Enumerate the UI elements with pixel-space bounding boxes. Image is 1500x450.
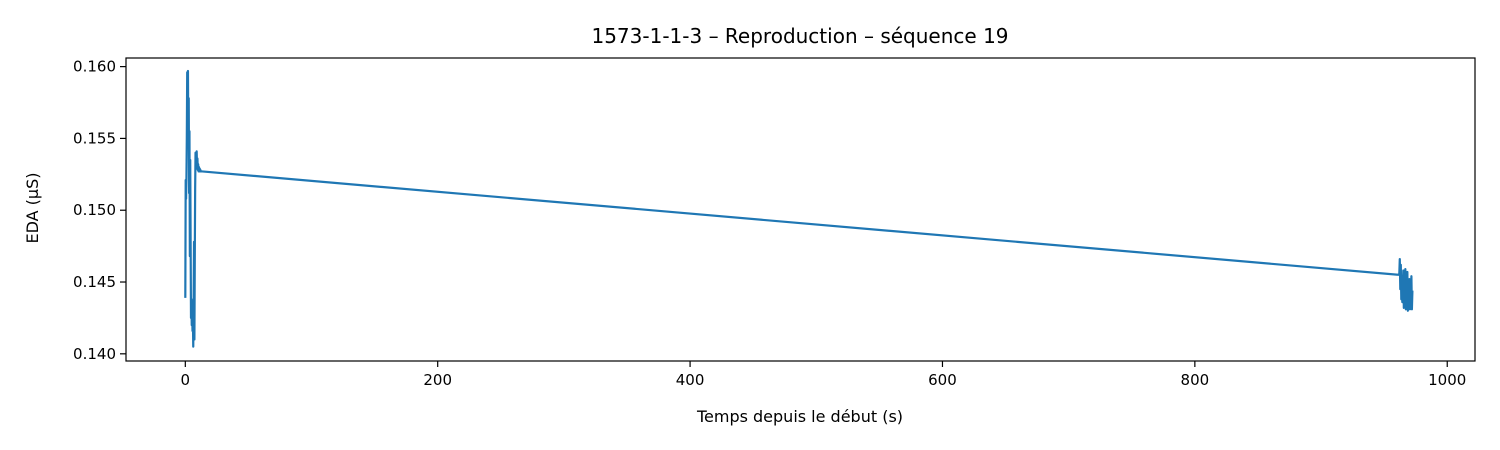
x-axis-label: Temps depuis le début (s): [696, 407, 903, 426]
x-tick-label: 1000: [1428, 371, 1466, 389]
y-axis-label: EDA (µS): [23, 173, 42, 244]
x-tick-label: 800: [1181, 371, 1210, 389]
y-tick-label: 0.150: [73, 201, 116, 219]
x-tick-label: 400: [676, 371, 705, 389]
y-axis-ticks: 0.140 0.145 0.150 0.155 0.160: [73, 58, 126, 363]
plot-frame: [125, 57, 1476, 362]
chart-title: 1573-1-1-3 – Reproduction – séquence 19: [591, 24, 1008, 48]
y-tick-label: 0.155: [73, 129, 116, 147]
x-tick-label: 0: [181, 371, 191, 389]
y-tick-label: 0.140: [73, 345, 116, 363]
x-tick-label: 200: [423, 371, 452, 389]
x-tick-label: 600: [928, 371, 957, 389]
y-tick-label: 0.160: [73, 58, 116, 76]
x-axis-ticks: 0 200 400 600 800 1000: [181, 361, 1466, 389]
series-line-0: [184, 69, 1414, 348]
plot-area: [125, 57, 1476, 362]
y-tick-label: 0.145: [73, 273, 116, 291]
